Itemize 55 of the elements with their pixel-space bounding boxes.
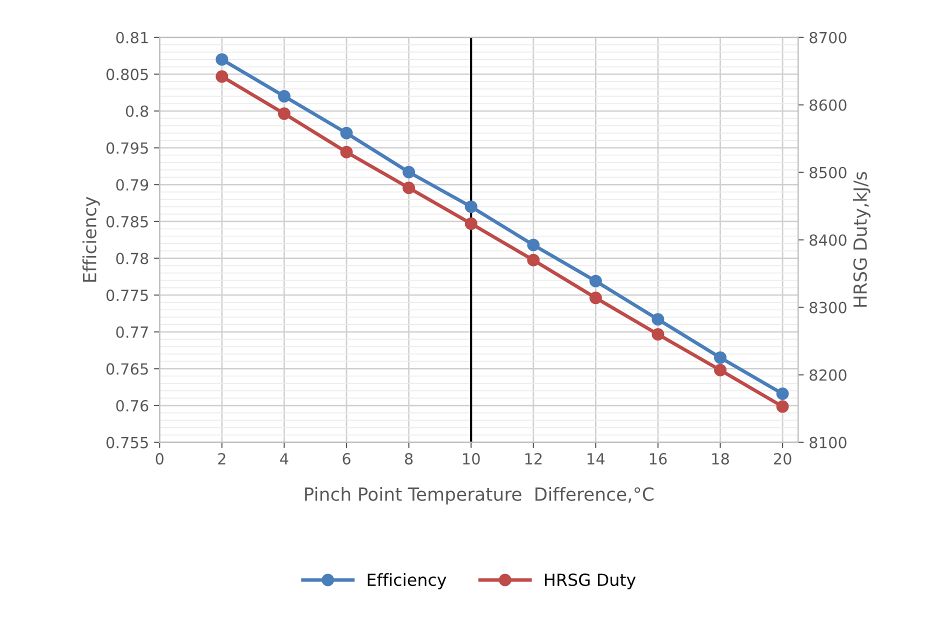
y-tick-label: 0.79 bbox=[116, 179, 148, 191]
point bbox=[652, 313, 664, 326]
x-tick-label: 8 bbox=[404, 453, 413, 465]
point bbox=[776, 400, 789, 413]
y-tick-label: 0.795 bbox=[106, 142, 148, 154]
point bbox=[589, 292, 602, 304]
point bbox=[402, 182, 416, 194]
point bbox=[464, 217, 478, 230]
point bbox=[589, 274, 602, 288]
point bbox=[278, 107, 290, 120]
x-tick-label: 4 bbox=[280, 453, 288, 464]
x-tick-label: 16 bbox=[650, 453, 667, 465]
x-tick-label: 0 bbox=[156, 453, 164, 465]
y2-tick-label: 8100 bbox=[810, 436, 846, 448]
x-tick-label: 14 bbox=[588, 453, 605, 464]
x-tick-label: 18 bbox=[712, 453, 729, 465]
point bbox=[216, 53, 228, 66]
y-tick-label: 0.8 bbox=[126, 105, 148, 118]
x-tick-label: 10 bbox=[463, 453, 480, 465]
x-tick-label: 20 bbox=[774, 453, 792, 465]
y2-tick-label: 8600 bbox=[810, 99, 846, 111]
x-tick-label: 2 bbox=[218, 453, 226, 464]
y2-tick-label: 8500 bbox=[810, 166, 846, 178]
point bbox=[464, 200, 478, 213]
point bbox=[714, 364, 727, 376]
x-tick-label: 12 bbox=[525, 453, 542, 464]
point bbox=[776, 387, 789, 400]
y-tick-label: 0.765 bbox=[106, 363, 148, 375]
point bbox=[527, 254, 540, 266]
y-tick-label: 0.81 bbox=[116, 32, 148, 44]
x-axis-title: Pinch Point Temperature Difference,°C bbox=[305, 486, 654, 504]
point bbox=[527, 238, 540, 252]
y-tick-label: 0.78 bbox=[116, 252, 148, 264]
y-tick-label: 0.76 bbox=[116, 400, 148, 412]
y2-tick-label: 8700 bbox=[810, 32, 846, 44]
point bbox=[340, 126, 353, 140]
y-tick-label: 0.77 bbox=[116, 326, 148, 338]
y2-tick-label: 8400 bbox=[810, 234, 846, 246]
y-tick-label: 0.785 bbox=[106, 216, 148, 228]
y-axis-title: Efficiency bbox=[82, 196, 100, 282]
y-tick-label: 0.805 bbox=[106, 68, 148, 80]
y-tick-label: 0.775 bbox=[106, 290, 148, 302]
point bbox=[714, 351, 727, 364]
legend-label: HRSG Duty bbox=[545, 573, 636, 590]
x-tick-label: 6 bbox=[342, 453, 350, 465]
point bbox=[402, 166, 416, 178]
point bbox=[216, 70, 228, 83]
point bbox=[652, 328, 664, 341]
point bbox=[340, 146, 353, 158]
legend-label: Efficiency bbox=[368, 573, 446, 590]
point bbox=[278, 90, 290, 103]
y2-tick-label: 8300 bbox=[810, 302, 846, 314]
y2-axis-title: HRSG Duty,kJ/s bbox=[853, 172, 870, 307]
y-tick-label: 0.755 bbox=[106, 436, 148, 448]
y2-tick-label: 8200 bbox=[810, 369, 846, 381]
